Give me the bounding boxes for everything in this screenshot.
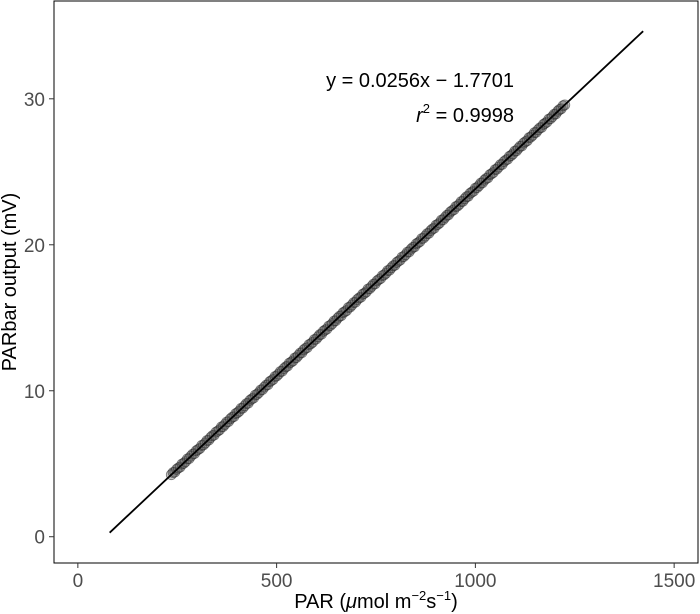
x-tick-label: 1500 (653, 571, 695, 592)
r-squared-annotation: r2 = 0.9998 (416, 101, 514, 127)
y-tick-label: 20 (24, 236, 45, 257)
x-axis: 0 500 1000 1500 (73, 563, 695, 592)
y-tick-label: 10 (24, 382, 45, 403)
x-tick-label: 1000 (454, 571, 496, 592)
y-tick-label: 30 (24, 90, 45, 111)
y-tick-label: 0 (34, 528, 45, 549)
x-tick-label: 500 (261, 571, 293, 592)
y-axis: 0 10 20 30 (24, 90, 54, 549)
x-axis-title: PAR (μmol m−2s−1) (294, 588, 458, 613)
x-tick-label: 0 (73, 571, 84, 592)
equation-annotation: y = 0.0256x − 1.7701 (326, 70, 514, 92)
fit-line (109, 30, 644, 534)
y-axis-title: PARbar output (mV) (0, 193, 21, 372)
